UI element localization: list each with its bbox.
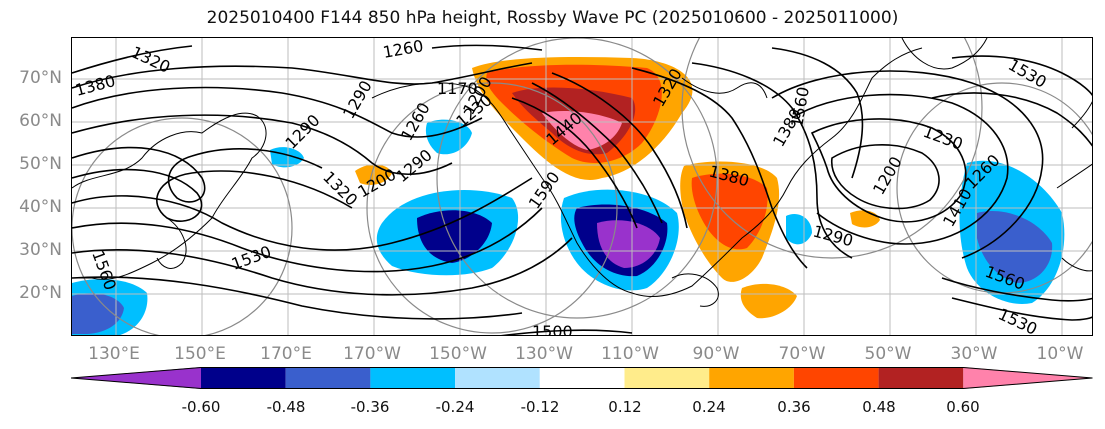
lat-label-20n: 20°N <box>19 283 62 303</box>
colorbar-segment <box>624 367 710 389</box>
colorbar-tick-label: 0.60 <box>946 398 980 416</box>
colorbar-segment <box>201 367 286 389</box>
colorbar-segment <box>285 367 371 389</box>
positive-anomaly-east-us-core <box>691 173 768 250</box>
colorbar-segment <box>539 367 625 389</box>
positive-anomaly-atlantic-small <box>850 210 880 228</box>
lon-label-130w: 130°W <box>515 344 573 364</box>
contour-label: 1230 <box>921 122 966 154</box>
negative-anomaly-atlantic-core <box>977 211 1053 283</box>
contour-label: 1170 <box>437 79 478 98</box>
lon-label-150w: 150°W <box>429 344 487 364</box>
coast-alaska <box>371 82 543 179</box>
colorbar-segment <box>71 367 201 389</box>
coast-greenland <box>901 38 988 70</box>
colorbar-segment <box>878 367 964 389</box>
contour-label: 1260 <box>381 38 424 62</box>
lat-label-40n: 40°N <box>19 197 62 217</box>
anomaly-shading <box>72 57 1065 335</box>
positive-anomaly-caribbean <box>740 283 797 319</box>
colorbar-tick-label: -0.36 <box>350 398 390 416</box>
lon-label-90w: 90°W <box>692 344 740 364</box>
colorbar-outline <box>71 367 1093 389</box>
colorbar-tick-label: -0.24 <box>435 398 475 416</box>
lon-label-70w: 70°W <box>778 344 826 364</box>
contour-label: 1380 <box>73 71 117 100</box>
map-canvas: 1320 1380 1260 1170 1290 1260 1290 1320 … <box>72 38 1092 336</box>
lon-label-50w: 50°W <box>864 344 912 364</box>
negative-anomaly-bering <box>270 147 304 168</box>
contour-label: 1590 <box>525 168 564 212</box>
negative-anomaly-central-atlantic <box>786 213 812 245</box>
colorbar-tick-label: -0.48 <box>266 398 306 416</box>
colorbar-tick-label: -0.12 <box>520 398 560 416</box>
coast-gulf <box>671 273 719 307</box>
lon-label-170e: 170°E <box>260 344 312 364</box>
lat-label-60n: 60°N <box>19 111 62 131</box>
colorbar-tick-label: 0.12 <box>608 398 642 416</box>
colorbar-segment <box>455 367 540 389</box>
contour-label: 1290 <box>339 77 376 122</box>
coast-hudson <box>681 77 768 99</box>
map-panel: 1320 1380 1260 1170 1290 1260 1290 1320 … <box>71 37 1093 336</box>
lon-label-170w: 170°W <box>343 344 401 364</box>
negative-anomaly-west-pacific-core <box>72 293 124 334</box>
contour-label: 1500 <box>532 322 573 336</box>
contour-label: 1530 <box>229 242 274 274</box>
contour-label: 1320 <box>319 167 361 209</box>
colorbar-segment <box>963 367 1093 389</box>
colorbar-tick-label: 0.36 <box>777 398 811 416</box>
colorbar-segment <box>370 367 456 389</box>
negative-anomaly-mexico-max <box>597 220 660 268</box>
colorbar-segment <box>709 367 794 389</box>
coast-asia <box>72 112 267 280</box>
negative-anomaly-pacific-core <box>417 210 492 263</box>
lon-label-10w: 10°W <box>1036 344 1084 364</box>
lon-label-130e: 130°E <box>88 344 140 364</box>
colorbar-tick-label: 0.48 <box>862 398 896 416</box>
contour-label: 1200 <box>869 153 906 198</box>
lat-label-50n: 50°N <box>19 154 62 174</box>
positive-anomaly-alaska-peak <box>542 111 622 150</box>
lon-label-30w: 30°W <box>950 344 998 364</box>
map-title: 2025010400 F144 850 hPa height, Rossby W… <box>206 8 899 28</box>
colorbar-tick-label: -0.60 <box>181 398 221 416</box>
contour-label: 1290 <box>811 222 855 251</box>
contour-label: 1290 <box>392 145 435 186</box>
lon-label-110w: 110°W <box>601 344 659 364</box>
lat-label-70n: 70°N <box>19 68 62 88</box>
colorbar-tick-label: 0.24 <box>692 398 726 416</box>
lon-label-150e: 150°E <box>174 344 226 364</box>
height-contours <box>72 44 1092 335</box>
colorbar <box>71 367 1093 389</box>
lat-label-30n: 30°N <box>19 240 62 260</box>
colorbar-segment <box>793 367 879 389</box>
contour-label: 1530 <box>995 304 1040 336</box>
